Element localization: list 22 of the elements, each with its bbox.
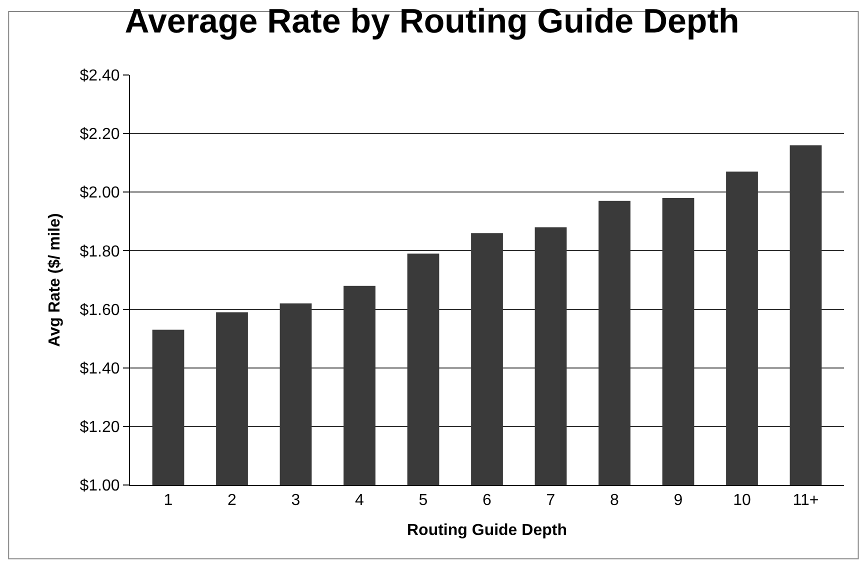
y-tick-label: $2.40 — [80, 68, 120, 85]
y-tick-label: $2.20 — [80, 126, 120, 144]
y-tick-label: $2.00 — [80, 184, 120, 202]
y-tick-label: $1.20 — [80, 419, 120, 436]
x-tick-label: 2 — [228, 492, 237, 510]
x-tick-label: 3 — [291, 492, 300, 510]
x-tick-label: 1 — [164, 492, 173, 510]
x-tick-label: 7 — [546, 492, 556, 510]
y-tick-label: $1.80 — [80, 243, 120, 260]
x-axis-title: Routing Guide Depth — [407, 522, 567, 539]
chart-title: Average Rate by Routing Guide Depth — [124, 2, 740, 40]
y-tick-label: $1.00 — [80, 478, 120, 495]
x-tick-label: 4 — [355, 492, 364, 510]
y-tick-label: $1.40 — [80, 360, 120, 378]
x-tick-label: 6 — [482, 492, 492, 510]
x-tick-label: 8 — [610, 492, 620, 510]
x-tick-label: 11+ — [792, 492, 819, 510]
y-axis-title: Avg Rate ($/ mile) — [46, 213, 64, 347]
y-tick-label: $1.60 — [80, 302, 120, 319]
x-tick-label: 5 — [418, 492, 428, 510]
x-tick-label: 10 — [733, 492, 751, 510]
x-tick-label: 9 — [674, 492, 683, 510]
